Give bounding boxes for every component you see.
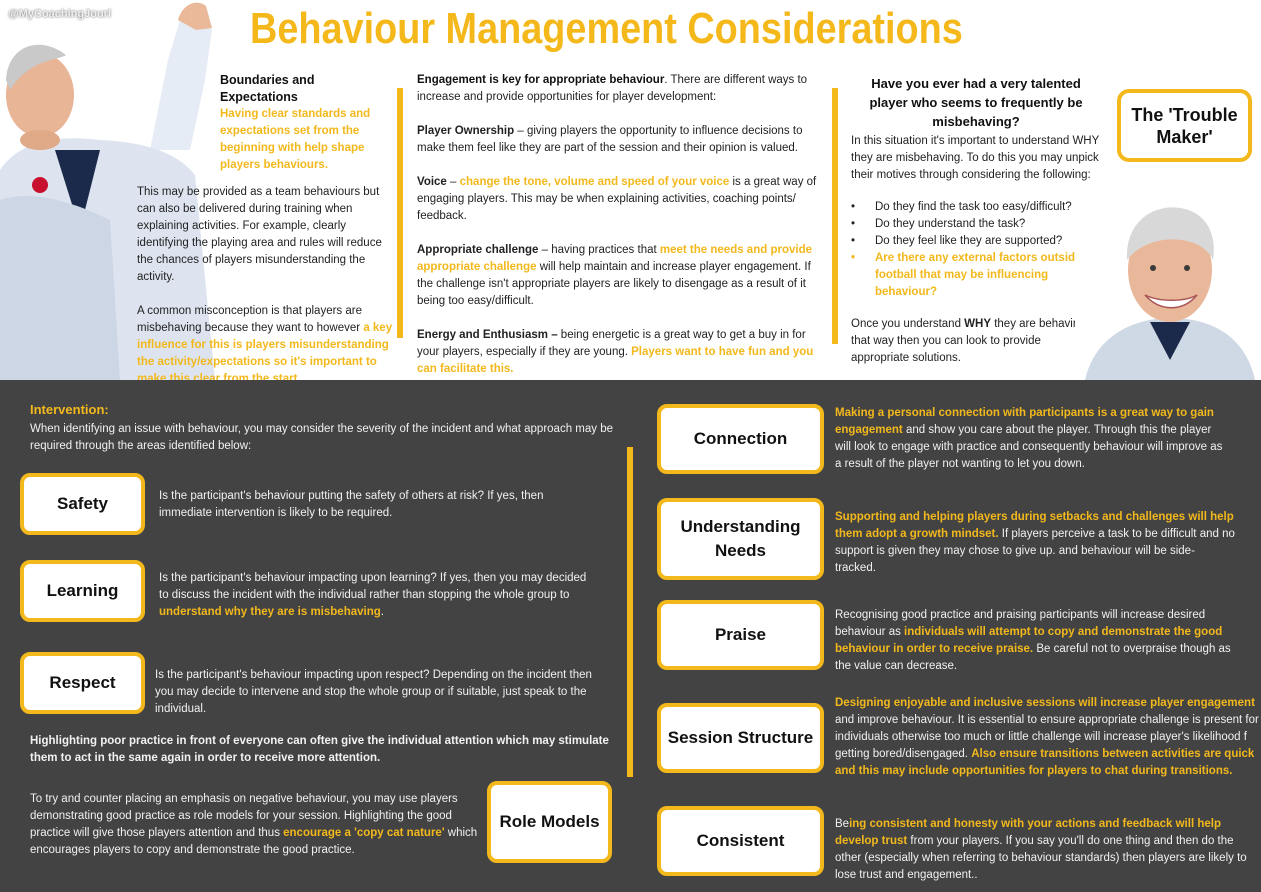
praise-highlight: individuals will attempt to copy and dem… bbox=[835, 626, 1223, 655]
consistent-plain-2: from your players. If you say you'll do … bbox=[835, 835, 1247, 881]
trouble-bullet-2: Do they understand the task? bbox=[851, 216, 1106, 233]
energy-highlight: Players want to have fun and you can fac… bbox=[417, 346, 814, 375]
safety-box: Safety bbox=[20, 473, 145, 535]
top-section: @MyCoachingJourl Behaviour Management Co… bbox=[0, 0, 1261, 380]
praise-box: Praise bbox=[657, 600, 824, 670]
engagement-challenge: Appropriate challenge – having practices… bbox=[417, 242, 819, 310]
learning-highlight: understand why they are is misbehaving bbox=[159, 606, 381, 618]
engagement-block: Engagement is key for appropriate behavi… bbox=[417, 72, 819, 378]
connection-highlight: Making a personal connection with partic… bbox=[835, 407, 1214, 436]
trouble-bullet-highlight: Are there any external factors outside o… bbox=[851, 250, 1106, 301]
boundaries-paragraph-1: This may be provided as a team behaviour… bbox=[137, 186, 382, 283]
challenge-label: Appropriate challenge bbox=[417, 244, 539, 256]
engagement-ownership: Player Ownership – giving players the op… bbox=[417, 123, 819, 157]
consistent-text: Being consistent and honesty with your a… bbox=[835, 816, 1260, 884]
boundaries-body: This may be provided as a team behaviour… bbox=[137, 184, 395, 380]
boundaries-highlight: Having clear standards and expectations … bbox=[220, 108, 371, 171]
trouble-bullet-1: Do they find the task too easy/difficult… bbox=[851, 199, 1106, 216]
twitter-handle: @MyCoachingJourl bbox=[8, 8, 112, 20]
engagement-intro-bold: Engagement is key for appropriate behavi… bbox=[417, 74, 665, 86]
role-highlight: encourage a 'copy cat nature' bbox=[283, 827, 445, 839]
boundaries-heading-block: Boundaries and Expectations Having clear… bbox=[220, 72, 395, 174]
boundaries-p2-highlight: a key influence for this is players misu… bbox=[137, 322, 393, 380]
engagement-energy: Energy and Enthusiasm – being energetic … bbox=[417, 327, 819, 378]
role-text-end: which encourages players to copy and dem… bbox=[30, 827, 478, 856]
bottom-section: Intervention: When identifying an issue … bbox=[0, 380, 1261, 892]
coach-photo-right bbox=[1075, 190, 1261, 380]
respect-box: Respect bbox=[20, 652, 145, 714]
needs-highlight: Supporting and helping players during se… bbox=[835, 511, 1234, 540]
divider-right bbox=[832, 88, 838, 344]
learning-text-plain: Is the participant's behaviour impacting… bbox=[159, 572, 587, 601]
role-models-box: Role Models bbox=[487, 781, 612, 863]
voice-label: Voice bbox=[417, 176, 447, 188]
trouble-intro: In this situation it's important to unde… bbox=[851, 135, 1100, 181]
intervention-intro: When identifying an issue with behaviour… bbox=[30, 423, 614, 452]
structure-plain: and improve behaviour. It is essential t… bbox=[835, 714, 1259, 760]
structure-highlight-1: Designing enjoyable and inclusive sessio… bbox=[835, 697, 1255, 709]
ownership-text: – giving players the opportunity to infl… bbox=[417, 125, 803, 154]
challenge-highlight: meet the needs and provide appropriate c… bbox=[417, 244, 812, 273]
boundaries-paragraph-2: A common misconception is that players a… bbox=[137, 303, 395, 380]
energy-text: being energetic is a great way to get a … bbox=[417, 329, 806, 358]
safety-text: Is the participant's behaviour putting t… bbox=[159, 490, 544, 519]
voice-dash: – bbox=[446, 176, 460, 188]
trouble-body: In this situation it's important to unde… bbox=[851, 133, 1106, 367]
trouble-maker-box: The 'Trouble Maker' bbox=[1117, 89, 1252, 162]
structure-highlight-2: Also ensure transitions between activiti… bbox=[835, 748, 1255, 777]
engagement-voice: Voice – change the tone, volume and spee… bbox=[417, 174, 819, 225]
challenge-text-1: – having practices that bbox=[538, 244, 660, 256]
praise-plain-1: Recognising good practice and praising p… bbox=[835, 609, 1206, 638]
consistent-plain-1: Be bbox=[835, 818, 850, 830]
intervention-heading: Intervention: bbox=[30, 402, 109, 417]
trouble-outro-bold: WHY bbox=[964, 318, 992, 330]
trouble-bullet-3: Do they feel like they are supported? bbox=[851, 233, 1106, 250]
bottom-divider bbox=[627, 447, 633, 777]
learning-text: Is the participant's behaviour impacting… bbox=[159, 570, 599, 621]
trouble-bullet-list: Do they find the task too easy/difficult… bbox=[851, 199, 1106, 301]
understanding-needs-text: Supporting and helping players during se… bbox=[835, 509, 1235, 577]
ownership-label: Player Ownership bbox=[417, 125, 515, 137]
engagement-intro-plain: . There are different ways to increase a… bbox=[417, 74, 808, 103]
trouble-outro: Once you understand WHY they are behavin… bbox=[851, 316, 1091, 367]
poor-practice-text: Highlighting poor practice in front of e… bbox=[30, 735, 609, 764]
boundaries-heading: Boundaries and Expectations bbox=[220, 73, 315, 104]
page-title: Behaviour Management Considerations bbox=[250, 4, 963, 53]
praise-plain-2: Be careful not to overpraise though as t… bbox=[835, 643, 1231, 672]
coach-photo-left bbox=[0, 0, 215, 380]
needs-plain: If players perceive a task to be difficu… bbox=[835, 528, 1235, 574]
boundaries-p2-plain: A common misconception is that players a… bbox=[137, 305, 364, 334]
consistent-highlight: ing consistent and honesty with your act… bbox=[835, 818, 1221, 847]
trouble-outro-2: they are behaving that way then you can … bbox=[851, 318, 1086, 364]
learning-box: Learning bbox=[20, 560, 145, 622]
energy-label: Energy and Enthusiasm – bbox=[417, 329, 558, 341]
role-text-plain: To try and counter placing an emphasis o… bbox=[30, 793, 458, 839]
consistent-box: Consistent bbox=[657, 806, 824, 876]
role-models-text: To try and counter placing an emphasis o… bbox=[30, 791, 486, 859]
divider-left bbox=[397, 88, 403, 338]
understanding-needs-box: Understanding Needs bbox=[657, 498, 824, 580]
voice-highlight: change the tone, volume and speed of you… bbox=[459, 176, 730, 188]
trouble-outro-1: Once you understand bbox=[851, 318, 965, 330]
trouble-question: Have you ever had a very talented player… bbox=[869, 76, 1083, 129]
connection-box: Connection bbox=[657, 404, 824, 474]
voice-text: is a great way of engaging players. This… bbox=[417, 176, 817, 222]
connection-text: Making a personal connection with partic… bbox=[835, 405, 1225, 473]
praise-text: Recognising good practice and praising p… bbox=[835, 607, 1245, 675]
learning-end: . bbox=[380, 606, 384, 618]
respect-text: Is the participant's behaviour impacting… bbox=[155, 669, 592, 715]
session-structure-box: Session Structure bbox=[657, 703, 824, 773]
connection-plain: and show you care about the player. Thro… bbox=[835, 424, 1223, 470]
session-structure-text: Designing enjoyable and inclusive sessio… bbox=[835, 695, 1260, 780]
challenge-text-2: will help maintain and increase player e… bbox=[417, 261, 811, 307]
